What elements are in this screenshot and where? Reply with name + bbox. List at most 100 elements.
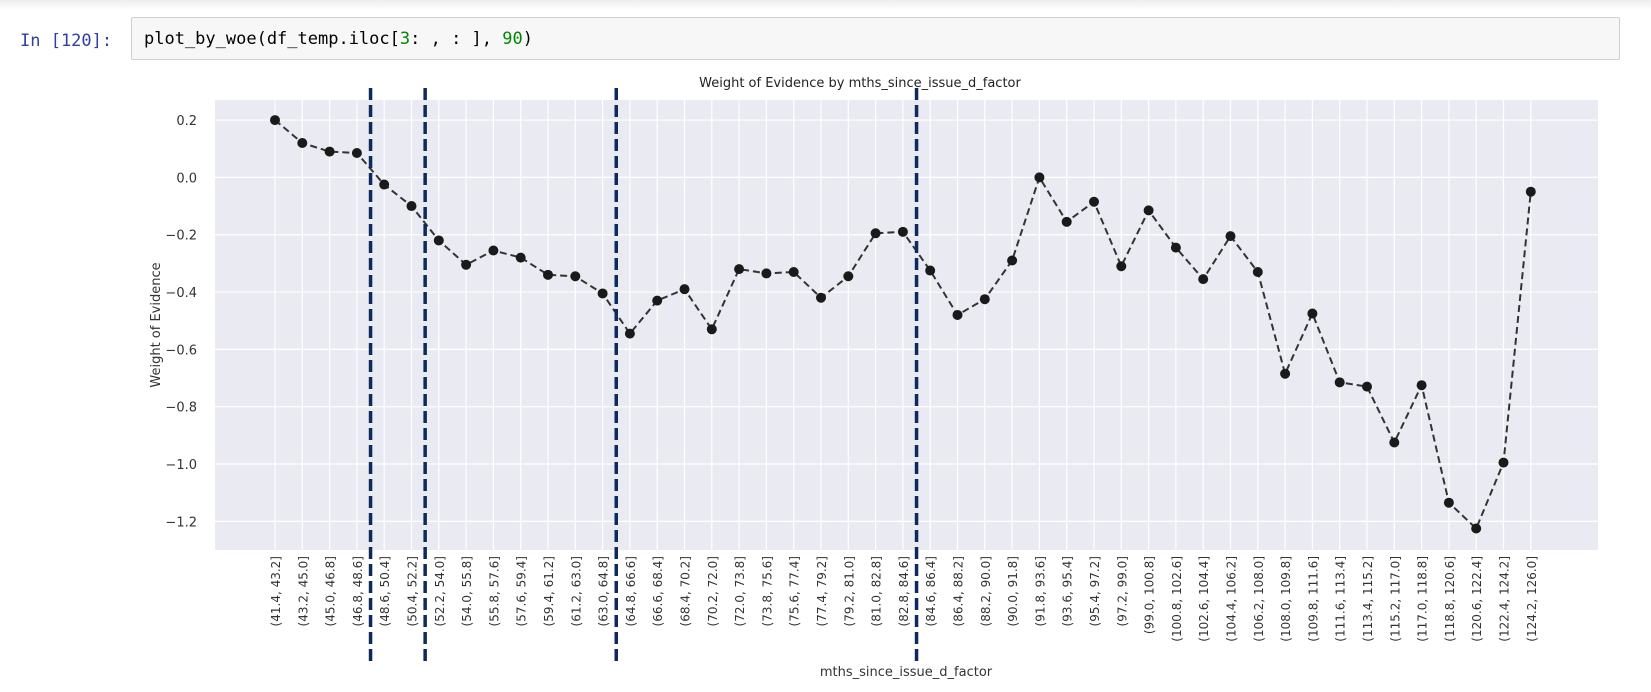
data-point xyxy=(1471,523,1482,534)
x-tick-label: (95.4, 97.2] xyxy=(1088,556,1102,626)
x-tick-label: (41.4, 43.2] xyxy=(269,556,283,626)
y-tick-labels: 0.2 0.0 −0.2 −0.4 −0.6 −0.8 −1.0 −1.2 xyxy=(165,114,197,530)
x-tick-label: (75.6, 77.4] xyxy=(788,556,802,626)
code-number-degree: 90 xyxy=(502,29,523,49)
data-point xyxy=(1089,196,1099,207)
data-point xyxy=(433,235,444,246)
data-point xyxy=(652,295,663,306)
x-tick-label: (54.0, 55.8] xyxy=(460,556,474,626)
data-point xyxy=(515,252,526,263)
data-point xyxy=(324,146,335,157)
x-tick-label: (72.0, 73.8] xyxy=(733,556,747,626)
data-point xyxy=(543,269,553,280)
data-point xyxy=(1362,381,1372,392)
x-tick-label: (84.6, 86.4] xyxy=(924,556,938,626)
x-tick-label: (118.8, 120.6] xyxy=(1443,556,1457,642)
data-point xyxy=(761,268,772,279)
x-tick-label: (57.6, 59.4] xyxy=(515,556,529,626)
data-point xyxy=(925,265,936,276)
x-tick-label: (46.8, 48.6] xyxy=(351,556,365,626)
x-tick-label: (52.2, 54.0] xyxy=(433,556,447,626)
plot-area xyxy=(215,100,1598,550)
x-tick-label: (117.0, 118.8] xyxy=(1416,556,1430,642)
data-point xyxy=(1252,266,1263,277)
data-point xyxy=(597,288,608,299)
grid-lines xyxy=(215,100,1598,550)
data-point xyxy=(843,271,854,282)
y-tick-label: −0.2 xyxy=(165,229,197,244)
x-tick-label: (77.4, 79.2] xyxy=(815,556,829,626)
x-tick-label: (59.4, 61.2] xyxy=(542,556,556,626)
x-tick-label: (97.2, 99.0] xyxy=(1115,556,1129,626)
x-tick-label: (64.8, 66.6] xyxy=(624,556,638,626)
x-tick-label: (86.4, 88.2] xyxy=(952,556,966,626)
code-prefix: plot_by_woe(df_temp.iloc[ xyxy=(144,29,400,49)
x-tick-label: (88.2, 90.0] xyxy=(979,556,993,626)
window-top-edge xyxy=(0,0,1651,10)
x-tick-label: (55.8, 57.6] xyxy=(487,556,501,626)
data-point xyxy=(734,264,745,275)
x-tick-label: (50.4, 52.2] xyxy=(406,556,420,626)
code-number-start: 3 xyxy=(399,29,411,49)
data-point xyxy=(679,284,690,295)
data-point xyxy=(379,179,390,190)
data-point xyxy=(979,294,990,305)
data-point xyxy=(297,137,308,148)
data-point xyxy=(406,201,417,212)
x-tick-label: (90.0, 91.8] xyxy=(1006,556,1020,626)
data-point xyxy=(1416,380,1427,391)
data-point xyxy=(952,309,963,320)
y-tick-label: −0.4 xyxy=(165,286,197,301)
data-point xyxy=(1334,377,1345,388)
data-point xyxy=(270,115,280,126)
y-axis-label: Weight of Evidence xyxy=(149,262,164,387)
data-point xyxy=(1143,205,1154,216)
x-tick-label: (81.0, 82.8] xyxy=(870,556,884,626)
code-suffix: ) xyxy=(522,29,533,49)
x-tick-label: (79.2, 81.0] xyxy=(842,556,856,626)
x-tick-labels: (41.4, 43.2] (43.2, 45.0] (45.0, 46.8] (46.… xyxy=(269,556,1539,642)
x-tick-label: (100.8, 102.6] xyxy=(1170,556,1184,642)
x-axis-label: mths_since_issue_d_factor xyxy=(820,665,993,680)
data-point xyxy=(624,328,635,339)
x-tick-label: (102.6, 104.4] xyxy=(1197,556,1211,642)
y-tick-label: −0.6 xyxy=(165,343,197,358)
bin-split-lines xyxy=(368,88,919,664)
data-point xyxy=(1007,255,1018,266)
data-point xyxy=(488,245,499,256)
data-point xyxy=(1443,497,1454,508)
code-cell-input[interactable]: plot_by_woe(df_temp.iloc[3: , : ], 90) xyxy=(131,17,1620,60)
x-tick-label: (108.0, 109.8] xyxy=(1279,556,1293,642)
chart-title: Weight of Evidence by mths_since_issue_d… xyxy=(699,76,1021,91)
data-point xyxy=(1498,457,1509,468)
x-tick-label: (70.2, 72.0] xyxy=(706,556,720,626)
x-tick-label: (111.6, 113.4] xyxy=(1334,556,1348,642)
data-point xyxy=(1225,231,1236,242)
woe-series-points xyxy=(270,115,1536,534)
data-point xyxy=(706,324,717,335)
x-tick-label: (115.2, 117.0] xyxy=(1388,556,1402,642)
data-point xyxy=(788,266,799,277)
data-point xyxy=(1280,368,1291,379)
data-point xyxy=(870,228,881,239)
data-point xyxy=(816,292,826,303)
x-tick-label: (91.8, 93.6] xyxy=(1033,556,1047,626)
code-middle: : , : ], xyxy=(410,29,503,49)
data-point xyxy=(1116,261,1127,272)
data-point xyxy=(1389,437,1400,448)
data-point xyxy=(351,148,362,159)
data-point xyxy=(1061,216,1072,227)
x-tick-label: (45.0, 46.8] xyxy=(324,556,338,626)
data-point xyxy=(1307,308,1318,319)
y-tick-label: 0.2 xyxy=(176,114,197,129)
x-tick-label: (73.8, 75.6] xyxy=(760,556,774,626)
y-tick-label: 0.0 xyxy=(176,171,197,186)
y-tick-label: −1.2 xyxy=(165,515,197,530)
x-tick-label: (104.4, 106.2] xyxy=(1225,556,1239,642)
data-point xyxy=(1525,186,1536,197)
data-point xyxy=(1170,242,1181,253)
x-tick-label: (43.2, 45.0] xyxy=(296,556,310,626)
x-tick-label: (120.6, 122.4] xyxy=(1470,556,1484,642)
code-text[interactable]: plot_by_woe(df_temp.iloc[3: , : ], 90) xyxy=(144,29,533,49)
